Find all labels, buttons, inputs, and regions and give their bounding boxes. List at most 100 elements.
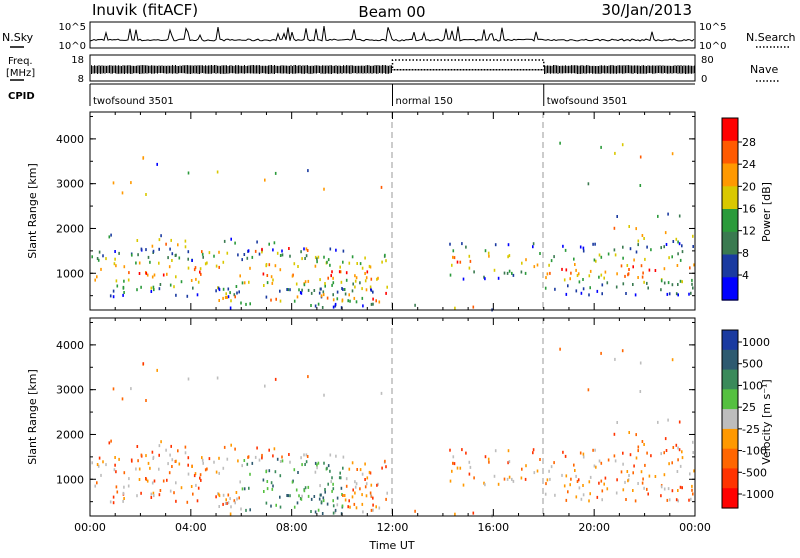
power-cell xyxy=(146,273,149,277)
power-cell xyxy=(297,265,299,268)
velocity-cell xyxy=(349,505,351,509)
velocity-cell xyxy=(293,468,296,472)
power-cell xyxy=(256,240,258,244)
power-cell xyxy=(301,288,303,292)
power-cell xyxy=(451,263,453,267)
velocity-cell xyxy=(218,456,220,460)
velocity-cell xyxy=(596,495,599,499)
velocity-cell xyxy=(660,452,662,456)
colorbar-tick-label: 16 xyxy=(742,203,756,216)
velocity-cell xyxy=(663,487,666,491)
power-cell xyxy=(123,265,126,269)
velocity-cell xyxy=(254,455,257,459)
velocity-cell xyxy=(235,491,238,494)
power-cell xyxy=(160,234,162,238)
velocity-cell xyxy=(549,477,551,481)
velocity-cell xyxy=(193,474,196,478)
power-cell xyxy=(691,282,693,286)
power-cell xyxy=(192,286,194,290)
velocity-cell xyxy=(151,481,154,485)
power-cell xyxy=(300,291,303,295)
velocity-cell xyxy=(588,480,591,484)
power-cell xyxy=(368,264,371,268)
velocity-cell xyxy=(361,502,364,506)
power-cell xyxy=(375,299,377,303)
power-cell xyxy=(336,290,339,294)
power-cell xyxy=(113,262,116,266)
velocity-cell xyxy=(468,472,471,476)
velocity-cell xyxy=(130,387,132,391)
velocity-cell xyxy=(137,459,139,463)
power-cell xyxy=(512,273,515,277)
power-cell xyxy=(272,248,274,252)
velocity-cell xyxy=(110,439,112,443)
velocity-cell xyxy=(359,468,362,472)
power-cell xyxy=(604,270,607,274)
power-cell xyxy=(632,265,634,269)
velocity-cell xyxy=(300,497,303,501)
power-cell xyxy=(270,298,272,302)
velocity-cell xyxy=(688,498,690,502)
velocity-cell xyxy=(191,465,193,468)
velocity-xlabel: Time UT xyxy=(368,539,414,552)
velocity-cell xyxy=(563,484,566,488)
power-cell xyxy=(549,271,551,275)
power-cell xyxy=(201,252,204,256)
power-cell xyxy=(268,242,270,246)
power-cell xyxy=(621,143,624,147)
velocity-cell xyxy=(536,469,539,473)
power-cell xyxy=(582,278,584,281)
power-cell xyxy=(279,299,282,303)
velocity-cell xyxy=(600,351,602,355)
power-cell xyxy=(222,296,224,300)
velocity-cell xyxy=(614,357,616,361)
velocity-cell xyxy=(351,495,354,499)
velocity-cell xyxy=(226,502,228,505)
power-cell xyxy=(352,282,354,286)
xtick-label: 00:00 xyxy=(679,521,711,534)
velocity-cell xyxy=(377,482,379,486)
velocity-cell xyxy=(342,455,345,459)
velocity-cell xyxy=(587,388,590,392)
power-cell xyxy=(115,264,117,268)
power-cell xyxy=(186,294,189,298)
power-cell xyxy=(361,296,364,300)
power-cell xyxy=(158,287,161,291)
power-cell xyxy=(663,281,666,285)
power-cell xyxy=(265,264,267,268)
velocity-cell xyxy=(226,457,229,461)
power-cell xyxy=(666,292,669,296)
power-cell xyxy=(178,256,181,260)
power-cell xyxy=(603,276,605,280)
velocity-cell xyxy=(359,487,361,491)
velocity-cell xyxy=(272,454,274,458)
velocity-cell xyxy=(329,469,331,473)
power-cell xyxy=(354,279,357,283)
velocity-cell xyxy=(313,495,316,498)
power-cell xyxy=(520,270,523,274)
power-cell xyxy=(300,250,302,254)
power-cell xyxy=(266,274,269,277)
velocity-cell xyxy=(158,467,160,471)
power-cell xyxy=(577,272,580,276)
power-cell xyxy=(201,250,203,254)
velocity-cell xyxy=(370,483,373,487)
velocity-cell xyxy=(334,508,337,512)
power-cell xyxy=(305,254,308,258)
velocity-cell xyxy=(577,478,580,482)
velocity-cell xyxy=(561,473,563,477)
velocity-cell xyxy=(115,470,117,474)
velocity-cell xyxy=(236,497,238,501)
power-cell xyxy=(305,247,308,251)
power-cell xyxy=(692,286,694,290)
power-cell xyxy=(200,272,202,276)
colorbar-swatch xyxy=(722,186,738,210)
velocity-cell xyxy=(616,421,618,424)
power-cell xyxy=(639,184,642,187)
velocity-cell xyxy=(511,477,513,481)
power-cell xyxy=(633,258,635,262)
velocity-cell xyxy=(332,482,334,486)
power-cell xyxy=(238,290,240,294)
velocity-cell xyxy=(289,494,291,498)
colorbar-tick-label: -1000 xyxy=(742,488,774,501)
